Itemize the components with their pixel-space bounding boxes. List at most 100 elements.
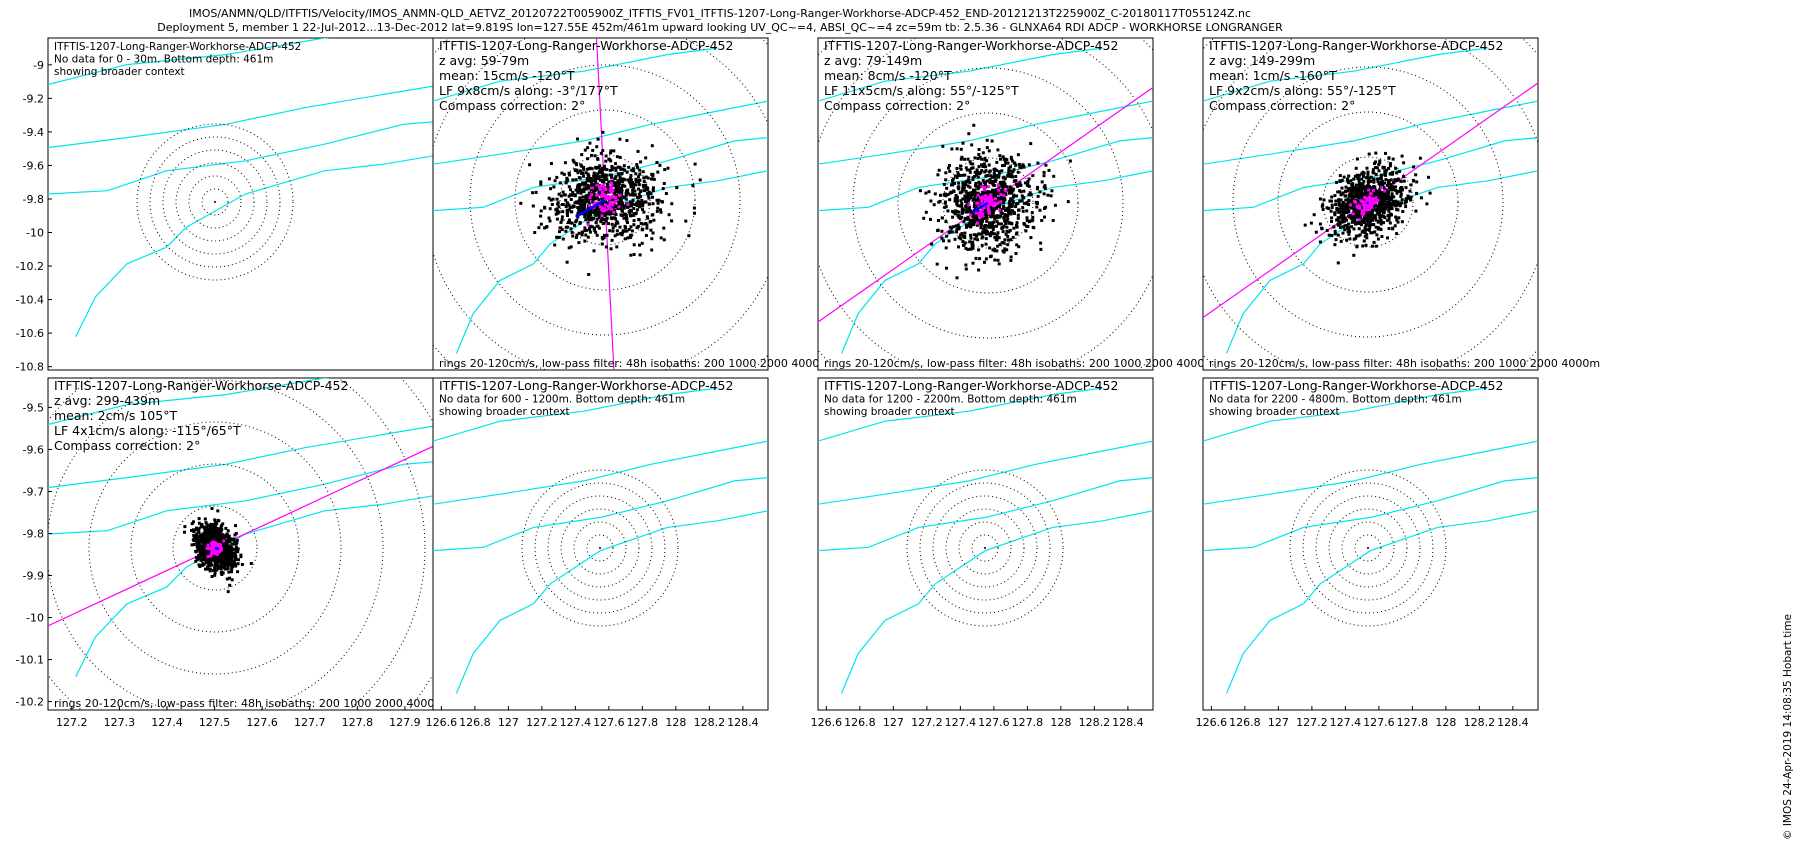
panel-info-line: No data for 600 - 1200m. Bottom depth: 4… [439,394,685,406]
isobath-2 [48,423,443,489]
panel-row1-col3: ITFTIS-1207-Long-Ranger-Workhorse-ADCP-4… [817,37,1215,371]
isobath-4 [840,510,1153,694]
mean-velocity-vector [1366,201,1370,205]
panel-info-line: mean: 2cm/s 105°T [54,408,177,423]
isobath-4 [455,170,768,354]
speed-ring-3 [175,162,255,242]
speed-ring-4 [547,495,653,601]
panel-info-line: showing broader context [54,66,185,78]
speed-ring-4 [1315,495,1421,601]
panel-info-line: z avg: 59-79m [439,53,529,68]
speed-ring-1 [586,534,614,562]
mean-velocity-vector [214,546,220,551]
panel-info-line: mean: 8cm/s -120°T [824,68,952,83]
panel-frame [817,377,1154,711]
speed-ring-5 [919,482,1051,614]
isobath-3 [818,477,1153,552]
figure-header-deployment: Deployment 5, member 1 22-Jul-2012...13-… [157,21,1283,34]
lowpass-scatter [967,184,1008,225]
isobath-4 [455,510,768,694]
speed-ring-1 [201,188,229,216]
panel-frame [47,37,444,371]
speed-ring-2 [188,175,242,229]
speed-ring-2 [1341,521,1395,575]
x-tick-label: 127.3 [104,716,136,729]
panel-info-line: mean: 1cm/s -160°T [1209,68,1337,83]
x-tick-label: 127.4 [1330,716,1362,729]
panel-title: ITFTIS-1207-Long-Ranger-Workhorse-ADCP-4… [824,378,1118,393]
speed-ring-3 [945,508,1025,588]
panel-info-line: No data for 0 - 30m. Bottom depth: 461m [54,54,273,66]
mooring-location [214,201,216,203]
isobath-2 [1203,440,1538,505]
mooring-location [1367,547,1369,549]
isobath-2 [433,100,768,165]
panel-footer: rings 20-120cm/s, low-pass filter: 48h i… [54,697,445,710]
speed-ring-4 [162,149,268,255]
mooring-location [599,547,601,549]
speed-ring-6 [906,469,1064,627]
speed-ring-3 [1232,66,1504,338]
mean-velocity-vector [971,201,989,214]
panel-info-line: No data for 1200 - 2200m. Bottom depth: … [824,394,1077,406]
isobath-2 [818,100,1153,165]
x-tick-label: 127.7 [294,716,326,729]
velocity-scatter [519,130,702,276]
y-tick-label: -9.4 [23,126,44,139]
x-tick-label: 128.2 [694,716,726,729]
panel-row1-col4: ITFTIS-1207-Long-Ranger-Workhorse-ADCP-4… [1202,37,1600,371]
y-tick-label: -10.8 [16,361,44,374]
speed-ring-2 [573,521,627,575]
x-tick-label: 126.8 [459,716,491,729]
x-tick-label: 126.6 [1196,716,1228,729]
panel-title: ITFTIS-1207-Long-Ranger-Workhorse-ADCP-4… [1209,38,1503,53]
panel-title: ITFTIS-1207-Long-Ranger-Workhorse-ADCP-4… [1209,378,1503,393]
isobath-4 [75,153,443,338]
isobath-4 [1225,510,1538,694]
speed-ring-1 [172,505,258,591]
x-tick-label: 128.4 [1112,716,1144,729]
x-tick-label: 128 [1050,716,1071,729]
x-tick-label: 127.6 [593,716,625,729]
panel-frame [432,377,769,711]
speed-ring-4 [48,379,384,710]
y-tick-label: -9.5 [23,401,44,414]
speed-ring-2 [958,521,1012,575]
x-tick-label: 128 [1435,716,1456,729]
speed-ring-6 [521,469,679,627]
speed-ring-2 [130,463,300,633]
y-tick-label: -10.2 [16,696,44,709]
x-tick-label: 127.2 [1296,716,1328,729]
speed-ring-1 [942,157,1034,249]
isobath-4 [75,493,443,678]
y-tick-label: -10.6 [16,327,44,340]
speed-ring-2 [514,109,696,291]
speed-ring-1 [559,154,651,246]
x-tick-label: 127.4 [151,716,183,729]
x-tick-label: 127.8 [1012,716,1044,729]
panel-info-line: Compass correction: 2° [54,438,200,453]
speed-ring-1 [1354,534,1382,562]
y-tick-label: -10.1 [16,654,44,667]
x-tick-label: 127.4 [945,716,977,729]
panel-info-line: showing broader context [824,406,955,418]
isobath-1 [48,38,330,86]
panel-title: ITFTIS-1207-Long-Ranger-Workhorse-ADCP-4… [54,41,301,53]
speed-ring-6 [136,123,294,281]
x-tick-label: 127.6 [1363,716,1395,729]
isobath-4 [1225,170,1538,354]
panel-title: ITFTIS-1207-Long-Ranger-Workhorse-ADCP-4… [439,38,733,53]
panel-info-line: showing broader context [1209,406,1340,418]
x-tick-label: 127.8 [627,716,659,729]
speed-ring-2 [1277,111,1459,293]
isobath-1 [818,47,1103,102]
panel-row2-col2: ITFTIS-1207-Long-Ranger-Workhorse-ADCP-4… [426,377,769,729]
x-tick-label: 127 [1268,716,1289,729]
imos-timestamp: © IMOS 24-Apr-2019 14:08:35 Hobart time [1782,614,1794,840]
x-tick-label: 128.2 [1464,716,1496,729]
isobath-1 [1203,387,1488,442]
x-tick-label: 128.4 [727,716,759,729]
mean-velocity-vector [575,198,606,218]
figure-header-filename: IMOS/ANMN/QLD/ITFTIS/Velocity/IMOS_ANMN-… [188,7,1252,20]
isobath-3 [433,477,768,552]
